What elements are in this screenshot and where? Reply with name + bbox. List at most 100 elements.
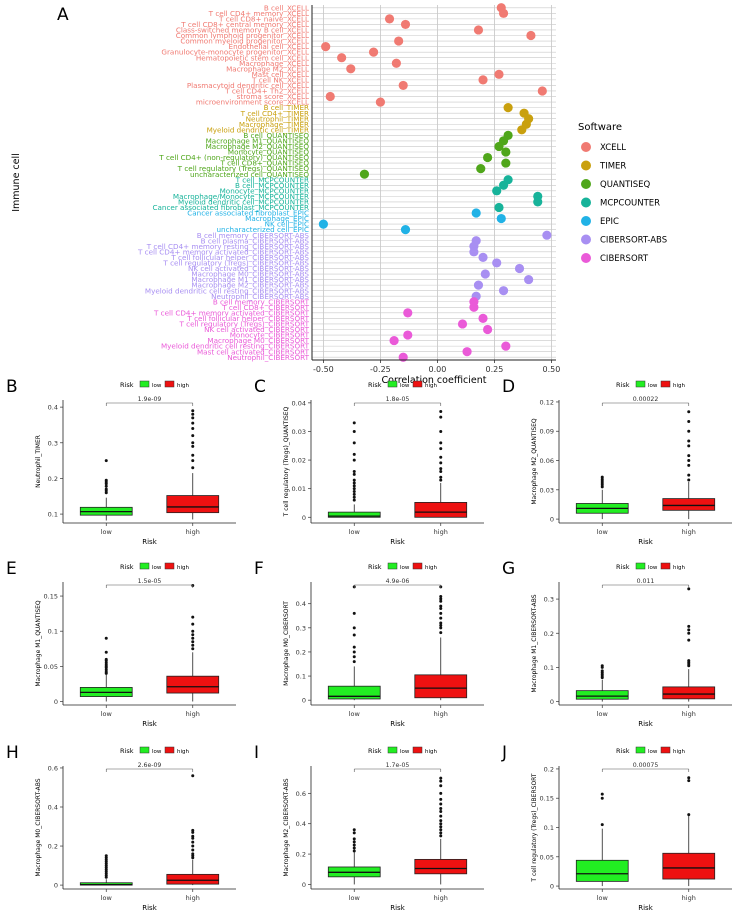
- outlier-point: [352, 421, 356, 425]
- y-tick-label: Granulocyte-monocyte progenitor_XCELL: [161, 48, 309, 57]
- outlier-point: [439, 409, 443, 413]
- outlier-point: [191, 444, 195, 448]
- y-tick-label: NK cell activated_CIBERSORT-ABS: [188, 264, 309, 273]
- y-tick-label: Macrophage M2_QUANTISEQ: [206, 142, 310, 151]
- dot-point: [526, 30, 536, 41]
- outlier-point: [191, 774, 195, 778]
- outlier-point: [439, 415, 443, 419]
- outlier-point: [439, 599, 443, 603]
- outlier-point: [687, 638, 691, 642]
- y-tick-label: B cell plasma_CIBERSORT-ABS: [201, 236, 310, 245]
- risk-legend-swatch-high: [660, 562, 671, 570]
- dot-point: [403, 330, 413, 340]
- legend-title: Software: [578, 122, 622, 133]
- panel-letter: G: [502, 559, 515, 579]
- y-tick-label: B cell_MCPCOUNTER: [235, 181, 309, 190]
- y-tick-label: T cell CD4+ (non-regulatory)_QUANTISEQ: [158, 153, 309, 162]
- outlier-point: [439, 819, 443, 823]
- y-tick-label: T cell CD8+ naive_XCELL: [218, 14, 309, 23]
- outlier-point: [352, 458, 356, 462]
- dot-point: [318, 219, 329, 229]
- y-tick-label: 0: [302, 881, 306, 889]
- p-value-label: 1.8e-05: [386, 396, 410, 403]
- outlier-point: [439, 626, 443, 630]
- risk-legend-label-high: high: [425, 565, 438, 571]
- y-tick-label: stroma score_XCELL: [237, 92, 309, 101]
- box-panel-f: F Risk low high 0 0.1 0.2 0.3 0.4 Macrophage M0_C…: [254, 559, 484, 728]
- dot-point: [473, 280, 484, 290]
- outlier-point: [439, 429, 443, 433]
- x-axis-title: Risk: [142, 538, 157, 546]
- x-tick-label: low: [597, 710, 609, 718]
- x-tick-label: high: [434, 710, 448, 718]
- outlier-point: [600, 823, 604, 827]
- outlier-point: [352, 840, 356, 844]
- x-tick-label: 0.00: [429, 365, 447, 374]
- outlier-point: [687, 659, 691, 663]
- dot-point: [496, 213, 506, 224]
- risk-legend-swatch-high: [412, 380, 423, 388]
- outlier-point: [439, 825, 443, 829]
- x-axis-title: Risk: [638, 720, 653, 728]
- y-tick-label: microenvironment score_XCELL: [196, 98, 309, 107]
- y-tick-label: T cell CD8+_CIBERSORT: [221, 303, 309, 312]
- outlier-point: [191, 840, 195, 844]
- risk-legend-swatch-high: [412, 562, 423, 570]
- legend-swatch: [581, 160, 591, 171]
- outlier-point: [104, 670, 108, 674]
- box-panel-g: G Risk low high 0 0.1 0.2 0.3 Macrophage M1_CIBE…: [502, 559, 732, 728]
- x-tick-label: -0.50: [313, 365, 334, 374]
- y-tick-label: Macrophage M2_XCELL: [226, 64, 309, 73]
- legend-swatch: [581, 234, 591, 245]
- y-axis-title: Macrophage M2_CIBERSORT-ABS: [283, 778, 290, 876]
- dot-point: [542, 230, 552, 240]
- dot-point: [482, 324, 493, 335]
- dot-point: [368, 47, 379, 57]
- outlier-point: [439, 802, 443, 806]
- dot-point: [501, 341, 511, 351]
- y-tick-label: Class-switched memory B cell_XCELL: [176, 26, 309, 35]
- outlier-point: [352, 837, 356, 841]
- risk-legend-title: Risk: [368, 747, 382, 755]
- risk-legend-title: Risk: [368, 381, 382, 389]
- y-axis-title: Immune cell: [11, 153, 22, 212]
- outlier-point: [191, 633, 195, 637]
- risk-legend-swatch-high: [164, 746, 175, 754]
- y-tick-label: 0: [550, 883, 554, 891]
- y-tick-label: 0: [302, 697, 306, 705]
- risk-legend-title: Risk: [120, 563, 134, 571]
- dot-point: [494, 141, 504, 152]
- outlier-point: [439, 604, 443, 608]
- y-tick-label: Macrophage M2_CIBERSORT-ABS: [191, 281, 309, 290]
- y-tick-label: T cell CD4+ memory_XCELL: [208, 9, 309, 18]
- y-tick-label: B cell_QUANTISEQ: [243, 131, 309, 140]
- outlier-point: [352, 843, 356, 847]
- outlier-point: [439, 447, 443, 451]
- y-tick-label: 0.6: [48, 764, 58, 772]
- dot-point: [391, 58, 401, 68]
- outlier-point: [439, 597, 443, 601]
- outlier-point: [439, 475, 443, 479]
- y-tick-label: B cell memory_CIBERSORT: [213, 297, 310, 306]
- y-tick-label: uncharacterized cell_QUANTISEQ: [190, 170, 309, 179]
- box-high: [414, 858, 468, 875]
- outlier-point: [191, 409, 195, 413]
- outlier-point: [191, 852, 195, 856]
- y-tick-label: 0.09: [540, 428, 554, 436]
- y-tick-label: 0.4: [296, 600, 306, 608]
- dot-point: [537, 86, 547, 96]
- x-axis-title: Risk: [142, 904, 157, 912]
- outlier-point: [352, 831, 356, 835]
- outlier-point: [439, 470, 443, 474]
- dot-point: [375, 97, 386, 107]
- risk-legend-swatch-high: [412, 746, 423, 754]
- risk-legend-label-high: high: [673, 383, 686, 389]
- y-tick-label: 0: [550, 516, 554, 524]
- p-value-label: 1.7e-05: [386, 762, 410, 769]
- outlier-point: [687, 439, 691, 443]
- y-tick-label: T cell follicular helper_CIBERSORT-ABS: [170, 253, 309, 262]
- legend-swatch: [581, 216, 591, 226]
- y-tick-label: 0.06: [540, 457, 554, 465]
- risk-legend-title: Risk: [368, 563, 382, 571]
- y-tick-label: B cell_TIMER: [264, 103, 309, 112]
